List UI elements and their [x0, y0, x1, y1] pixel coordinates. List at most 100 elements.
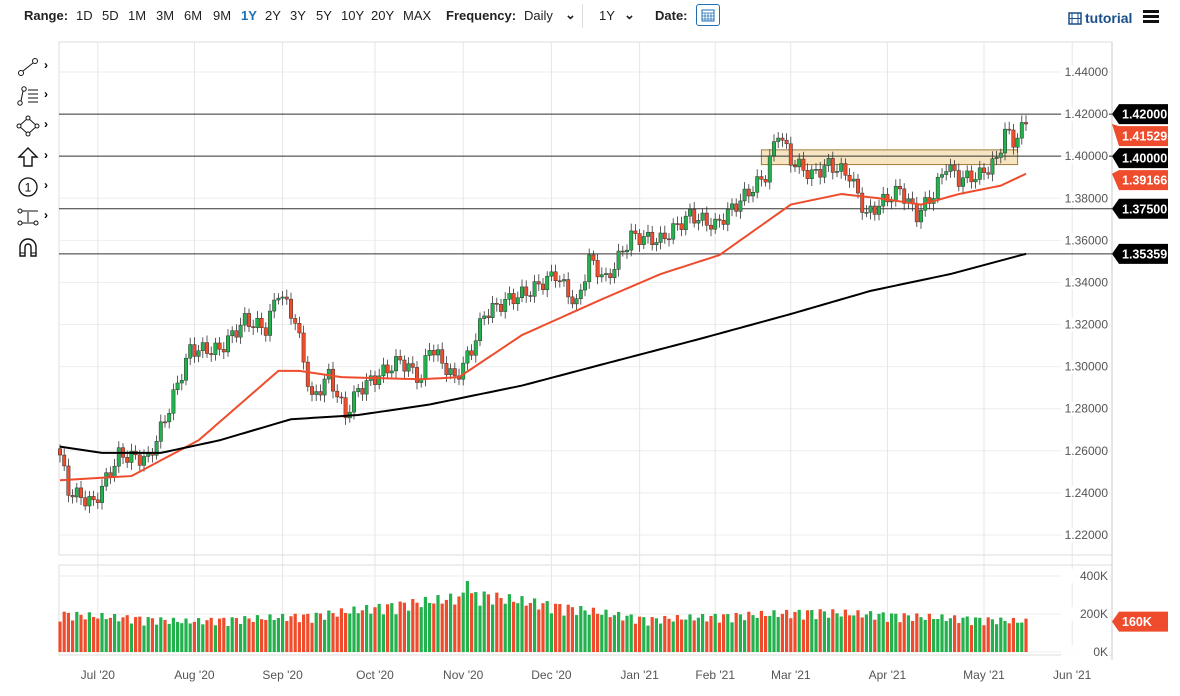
hamburger-menu-icon[interactable]: [1143, 10, 1159, 24]
volume-bar: [961, 617, 965, 652]
candle: [79, 487, 83, 498]
frequency-select[interactable]: Daily: [524, 8, 553, 23]
candle: [188, 344, 193, 359]
fibonacci-tool[interactable]: ›: [14, 83, 54, 109]
range-20y[interactable]: 20Y: [371, 8, 395, 23]
volume-bar: [533, 598, 537, 652]
candle: [381, 364, 386, 377]
candle: [402, 359, 407, 372]
range-1m[interactable]: 1M: [128, 8, 147, 23]
candle: [671, 223, 676, 240]
shapes-tool[interactable]: ›: [14, 113, 54, 139]
period-select[interactable]: 1Y: [599, 8, 615, 23]
candle: [179, 380, 184, 384]
candle: [125, 457, 130, 463]
volume-bar: [327, 610, 331, 652]
volume-bar: [743, 620, 747, 652]
candle: [633, 230, 638, 234]
tutorial-link[interactable]: tutorial: [1085, 10, 1133, 26]
volume-bar: [600, 614, 604, 652]
arrow-icon: [17, 147, 39, 167]
volume-bar: [402, 602, 406, 652]
arrow-tool[interactable]: ›: [14, 144, 54, 170]
volume-bar: [398, 601, 402, 652]
volume-bar: [940, 614, 944, 652]
candle: [234, 330, 239, 338]
volume-bar: [713, 613, 717, 652]
range-1y[interactable]: 1Y: [241, 8, 257, 23]
volume-bar: [491, 604, 495, 652]
range-5y[interactable]: 5Y: [316, 8, 332, 23]
chevron-right-icon[interactable]: ›: [44, 58, 48, 72]
candle: [721, 220, 726, 225]
candle: [377, 375, 382, 385]
volume-bar: [1007, 623, 1011, 652]
candle: [604, 273, 608, 275]
y-tick-label-bg: [1061, 527, 1109, 542]
chevron-down-icon[interactable]: ⌄: [565, 7, 576, 22]
volume-bar: [444, 599, 448, 652]
candle: [322, 378, 327, 396]
volume-bar: [759, 610, 763, 652]
candle: [595, 260, 600, 278]
candle: [503, 299, 508, 312]
chevron-down-icon[interactable]: ⌄: [624, 7, 635, 22]
volume-bar: [894, 613, 898, 652]
toolbar: Range: 1D 5D 1M 3M 6M 9M 1Y 2Y 3Y 5Y 10Y 20Y MAX Fre…: [0, 0, 1180, 34]
chevron-right-icon[interactable]: ›: [44, 148, 48, 162]
hline-price-tag-label: 1.37500: [1122, 202, 1167, 216]
range-10y[interactable]: 10Y: [341, 8, 365, 23]
range-3y[interactable]: 3Y: [290, 8, 306, 23]
candle: [352, 391, 356, 413]
candle: [956, 170, 961, 187]
volume-bar: [121, 617, 125, 652]
candle: [108, 472, 113, 477]
chevron-right-icon[interactable]: ›: [44, 117, 48, 131]
candle: [969, 170, 974, 183]
range-6m[interactable]: 6M: [184, 8, 203, 23]
volume-bar: [419, 607, 423, 652]
chevron-right-icon[interactable]: ›: [44, 208, 48, 222]
volume-bar: [810, 610, 814, 652]
range-9m[interactable]: 9M: [213, 8, 232, 23]
candle: [620, 250, 625, 253]
volume-bar: [520, 596, 524, 652]
candle: [339, 396, 344, 399]
film-icon[interactable]: [1068, 12, 1082, 25]
range-max[interactable]: MAX: [403, 8, 432, 23]
volume-bar: [915, 613, 919, 652]
volume-bar: [680, 619, 684, 652]
volume-bar: [289, 616, 293, 652]
candle: [893, 185, 898, 202]
volume-tick-label-bg: [1061, 645, 1109, 659]
volume-bar: [428, 602, 432, 652]
volume-bar: [255, 615, 259, 652]
range-5d[interactable]: 5D: [102, 8, 119, 23]
hline-price-tag: [1112, 148, 1168, 169]
candle: [717, 218, 722, 221]
candle: [608, 273, 613, 279]
y-tick-label-bg: [1061, 149, 1109, 164]
calendar-icon[interactable]: [696, 4, 720, 26]
candle: [700, 212, 705, 221]
chevron-right-icon[interactable]: ›: [44, 178, 48, 192]
measure-tool[interactable]: ›: [14, 204, 54, 230]
candle: [415, 367, 419, 383]
candle: [465, 350, 470, 364]
y-tick-label-bg: [1061, 485, 1109, 500]
volume-bar: [659, 623, 663, 652]
range-2y[interactable]: 2Y: [265, 8, 281, 23]
candle: [343, 397, 348, 419]
chevron-right-icon[interactable]: ›: [44, 87, 48, 101]
range-1d[interactable]: 1D: [76, 8, 93, 23]
y-tick-label-bg: [1061, 65, 1109, 79]
magnet-tool[interactable]: [14, 234, 54, 260]
range-3m[interactable]: 3M: [156, 8, 175, 23]
volume-bar: [251, 621, 255, 652]
trendline-tool[interactable]: ›: [14, 54, 54, 80]
candle: [532, 281, 537, 297]
y-tick-label: 1.32000: [1065, 318, 1109, 332]
annotation-tool[interactable]: 1 ›: [14, 174, 54, 200]
candle: [515, 297, 520, 305]
